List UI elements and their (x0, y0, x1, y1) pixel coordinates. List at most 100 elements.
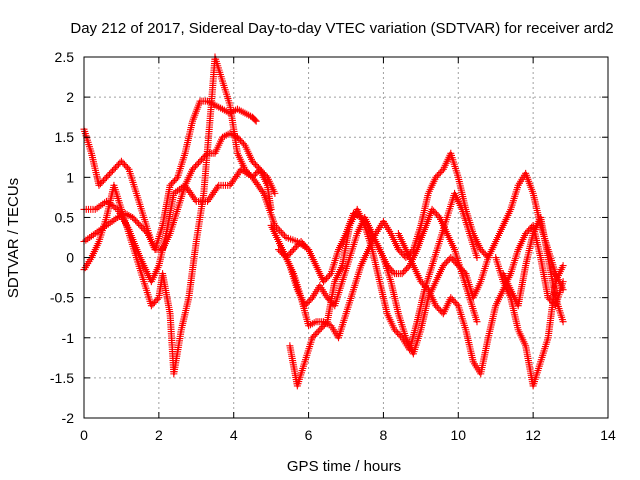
data-point (297, 238, 305, 246)
data-point (451, 258, 459, 266)
data-point (248, 157, 256, 165)
y-tick-label: 1.5 (55, 129, 75, 145)
data-point (192, 162, 200, 170)
data-point (294, 241, 302, 249)
data-point (277, 228, 285, 236)
data-point (304, 298, 312, 306)
data-point (559, 318, 567, 326)
data-point (113, 162, 121, 170)
data-point (255, 182, 263, 190)
data-point (274, 225, 282, 233)
data-point (477, 246, 485, 254)
data-point (460, 268, 468, 276)
data-point (189, 192, 197, 200)
data-point (133, 218, 141, 226)
data-point (308, 334, 316, 342)
data-point (473, 254, 481, 262)
data-point (439, 262, 447, 270)
data-point (110, 165, 118, 173)
data-point (142, 228, 150, 236)
data-point (299, 239, 307, 247)
data-point (320, 321, 328, 329)
data-point (478, 247, 486, 255)
data-point (451, 298, 459, 306)
data-points (80, 53, 567, 390)
plot-frame (83, 56, 609, 419)
data-point (319, 323, 327, 331)
data-point (184, 185, 192, 193)
data-point (450, 297, 458, 305)
data-point (169, 178, 177, 186)
data-point (285, 250, 293, 258)
data-point (523, 228, 531, 236)
data-point (245, 170, 253, 178)
data-point (398, 270, 406, 278)
data-point (235, 135, 243, 143)
data-point (129, 213, 137, 221)
data-point (190, 194, 198, 202)
data-point (251, 177, 259, 185)
data-point (276, 227, 284, 235)
data-point (141, 226, 149, 234)
data-point (168, 180, 176, 188)
data-point (150, 298, 158, 306)
data-point (120, 160, 128, 168)
data-point (389, 268, 397, 276)
data-point (187, 190, 195, 198)
data-point (239, 140, 247, 148)
series-arc-8 (286, 189, 481, 390)
data-point (279, 250, 287, 258)
data-point (291, 244, 299, 252)
data-point (251, 116, 259, 124)
data-point (233, 171, 241, 179)
data-point (196, 157, 204, 165)
data-point (248, 173, 256, 181)
data-point (301, 302, 309, 310)
x-tick-label: 14 (600, 427, 616, 443)
data-point (417, 278, 425, 286)
data-point (395, 331, 403, 339)
data-point (428, 205, 436, 213)
data-point (290, 246, 298, 254)
data-point (438, 167, 446, 175)
data-point (276, 247, 284, 255)
data-point (313, 329, 321, 337)
data-point (258, 188, 266, 196)
data-point (190, 164, 198, 172)
data-point (227, 180, 235, 188)
data-point (230, 176, 238, 184)
x-tick-label: 0 (80, 427, 88, 443)
data-point (130, 215, 138, 223)
data-point (250, 159, 258, 167)
data-point (136, 221, 144, 229)
data-point (397, 249, 405, 257)
data-point (559, 286, 567, 294)
data-point (403, 265, 411, 273)
data-point (433, 303, 441, 311)
data-point (433, 210, 441, 218)
data-point (226, 181, 234, 189)
data-point (198, 156, 206, 164)
data-point (323, 294, 331, 302)
data-point (457, 265, 465, 273)
x-tick-label: 8 (380, 427, 388, 443)
data-point (172, 175, 180, 183)
data-point (436, 169, 444, 177)
data-point (244, 169, 252, 177)
data-point (204, 197, 212, 205)
x-tick-label: 4 (230, 427, 238, 443)
x-tick-label: 12 (525, 427, 541, 443)
data-point (317, 324, 325, 332)
axis-ticks: 0 2 4 6 8 10 12 14 2.5 2 1.5 1 0.5 0 -0.5 -1 -1.5 -2 (50, 49, 616, 443)
data-point (232, 172, 240, 180)
data-point (456, 263, 464, 271)
data-point (139, 225, 147, 233)
data-point (279, 230, 287, 238)
y-tick-label: -1 (62, 330, 75, 346)
data-point (195, 159, 203, 167)
data-point (191, 196, 199, 204)
data-point (95, 181, 103, 189)
data-point (321, 276, 329, 284)
data-point (434, 212, 442, 220)
